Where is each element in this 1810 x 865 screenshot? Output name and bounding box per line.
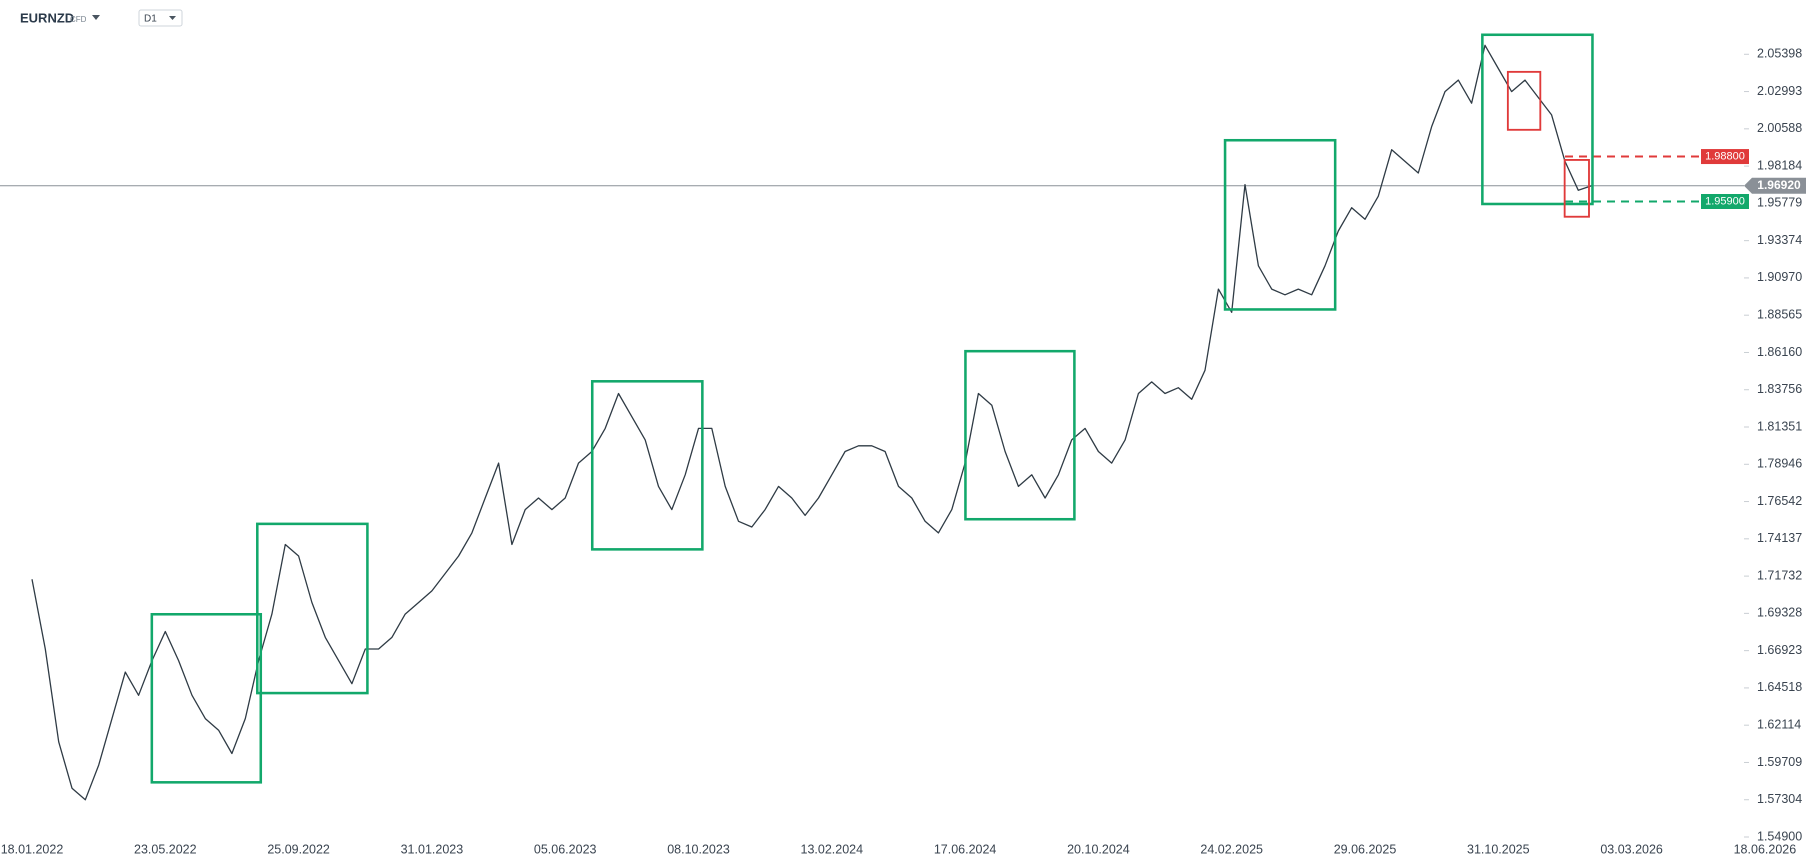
zone-box xyxy=(150,612,263,784)
x-tick-label: 20.10.2024 xyxy=(1067,842,1130,856)
timeframe-box[interactable] xyxy=(138,9,183,27)
y-tick-label: 1.59709 xyxy=(1757,755,1802,769)
current-price-tag xyxy=(1744,177,1806,194)
level-tag xyxy=(1701,149,1749,165)
zone-box xyxy=(964,349,1076,521)
sub-zone-box xyxy=(1563,159,1590,218)
y-tick-label: 1.57304 xyxy=(1757,792,1802,806)
x-tick-label: 29.06.2025 xyxy=(1334,842,1397,856)
level-label: 1.98800 xyxy=(1705,150,1745,162)
y-tick-label: 1.76542 xyxy=(1757,494,1802,508)
plot: 1.54900 1.57304 1.59709 1.62114 1.64518 1.669… xyxy=(0,44,1806,856)
y-tick-label: 1.66923 xyxy=(1757,643,1802,657)
y-tick-label: 1.78946 xyxy=(1757,457,1802,471)
y-tick-label: 1.90970 xyxy=(1757,270,1802,284)
x-tick-label: 18.06.2026 xyxy=(1734,842,1797,856)
y-tick-label: 1.86160 xyxy=(1757,345,1802,359)
y-tick-label: 1.83756 xyxy=(1757,382,1802,396)
y-tick-label: 1.81351 xyxy=(1757,419,1802,433)
y-tick-label: 1.54900 xyxy=(1757,829,1802,843)
zone-box xyxy=(1481,33,1594,206)
y-tick-label: 1.95779 xyxy=(1757,196,1802,210)
y-tick-label: 1.93374 xyxy=(1757,233,1802,247)
sub-zone-box xyxy=(1506,70,1542,131)
instrument: CFD xyxy=(70,15,87,24)
y-tick-label: 2.02993 xyxy=(1757,84,1802,98)
price-line xyxy=(31,44,1592,801)
symbol-dropdown[interactable] xyxy=(92,15,100,20)
y-tick-label: 1.98184 xyxy=(1757,158,1802,172)
zone-box xyxy=(256,522,369,695)
x-tick-label: 05.06.2023 xyxy=(534,842,597,856)
zone-box xyxy=(590,380,704,551)
y-tick-label: 1.88565 xyxy=(1757,307,1802,321)
x-tick-label: 13.02.2024 xyxy=(801,842,864,856)
x-tick-label: 08.10.2023 xyxy=(667,842,730,856)
y-tick-label: 2.00588 xyxy=(1757,121,1802,135)
current-price-label: 1.96920 xyxy=(1757,178,1801,192)
x-tick-label: 24.02.2025 xyxy=(1200,842,1263,856)
y-tick-label: 1.64518 xyxy=(1757,680,1802,694)
annotations xyxy=(150,33,1594,784)
y-tick-label: 1.71732 xyxy=(1757,568,1802,582)
symbol[interactable]: EURNZD xyxy=(20,10,74,25)
x-tick-label: 31.01.2023 xyxy=(401,842,464,856)
y-tick-label: 1.62114 xyxy=(1757,717,1801,731)
zone-box xyxy=(1223,138,1337,311)
y-tick-label: 1.69328 xyxy=(1757,606,1802,620)
x-tick-label: 03.03.2026 xyxy=(1600,842,1663,856)
level-tag xyxy=(1701,194,1749,209)
level-label: 1.95900 xyxy=(1705,195,1745,207)
timeframe-dropdown xyxy=(169,16,176,20)
x-tick-label: 17.06.2024 xyxy=(934,842,997,856)
x-tick-label: 18.01.2022 xyxy=(1,842,64,856)
x-tick-label: 25.09.2022 xyxy=(267,842,330,856)
x-tick-label: 23.05.2022 xyxy=(134,842,197,856)
timeframe[interactable]: D1 xyxy=(144,14,157,25)
y-tick-label: 1.74137 xyxy=(1757,531,1802,545)
y-tick-label: 2.05398 xyxy=(1757,47,1802,61)
x-tick-label: 31.10.2025 xyxy=(1467,842,1530,856)
